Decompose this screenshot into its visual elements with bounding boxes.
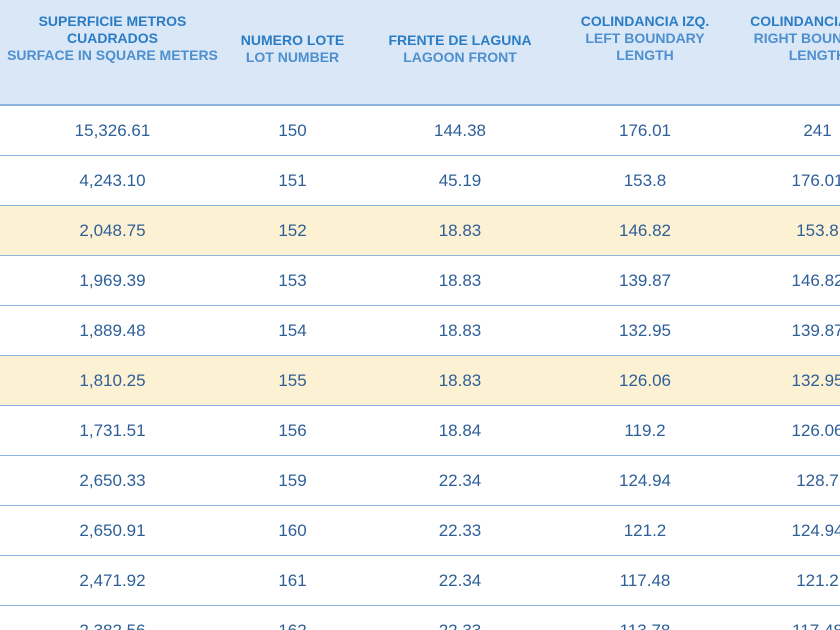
table-cell: 121.2 — [730, 555, 840, 606]
table-cell: 45.19 — [360, 155, 560, 206]
table-cell: 124.94 — [560, 455, 730, 506]
table-row: 1,810.25 155 18.83 126.06 132.95 — [0, 355, 840, 406]
table-cell: 162 — [225, 605, 360, 630]
table-cell: 152 — [225, 205, 360, 256]
column-header: SUPERFICIE METROS CUADRADOS SURFACE IN SQ… — [0, 0, 225, 106]
table-row: 2,382.56 162 22.33 113.78 117.48 — [0, 605, 840, 630]
table-cell: 1,810.25 — [0, 355, 225, 406]
column-title: FRENTE DE LAGUNA — [388, 32, 532, 48]
table-cell: 2,471.92 — [0, 555, 225, 606]
column-title: NUMERO LOTE — [240, 32, 345, 48]
table-cell: 176.01 — [560, 105, 730, 156]
table-cell: 2,650.33 — [0, 455, 225, 506]
table-row: 2,048.75 152 18.83 146.82 153.8 — [0, 205, 840, 256]
table-cell: 139.87 — [560, 255, 730, 306]
table-cell: 154 — [225, 305, 360, 356]
table-cell: 22.33 — [360, 605, 560, 630]
table-cell: 1,969.39 — [0, 255, 225, 306]
table-cell: 117.48 — [730, 605, 840, 630]
table-cell: 132.95 — [560, 305, 730, 356]
column-header: COLINDANCIA IZQ. LEFT BOUNDARY LENGTH — [560, 0, 730, 106]
table-cell: 22.33 — [360, 505, 560, 556]
table-cell: 2,048.75 — [0, 205, 225, 256]
table-cell: 139.87 — [730, 305, 840, 356]
table-cell: 146.82 — [730, 255, 840, 306]
table-cell: 144.38 — [360, 105, 560, 156]
column-subtitle: SURFACE IN SQUARE METERS — [7, 47, 218, 63]
column-subtitle: RIGHT BOUNDARY LENGTH — [753, 30, 840, 63]
column-title: SUPERFICIE METROS CUADRADOS — [38, 13, 187, 46]
table-cell: 156 — [225, 405, 360, 456]
table-cell: 160 — [225, 505, 360, 556]
table-header: SUPERFICIE METROS CUADRADOS SURFACE IN SQ… — [0, 0, 840, 106]
table-cell: 2,382.56 — [0, 605, 225, 630]
column-subtitle: LEFT BOUNDARY LENGTH — [585, 30, 705, 63]
table-cell: 150 — [225, 105, 360, 156]
table-cell: 128.7 — [730, 455, 840, 506]
table-row: 1,731.51 156 18.84 119.2 126.06 — [0, 405, 840, 456]
column-header: COLINDANCIA DER.RIGHT BOUNDARY LENGTH — [730, 0, 840, 106]
table-cell: 155 — [225, 355, 360, 406]
table-body: 15,326.61 150 144.38 176.01 241 4,243.10 151 45… — [0, 105, 840, 630]
column-subtitle: LOT NUMBER — [245, 49, 340, 65]
table-row: 2,471.92 161 22.34 117.48 121.2 — [0, 555, 840, 606]
table-row: 1,889.48 154 18.83 132.95 139.87 — [0, 305, 840, 356]
table-cell: 117.48 — [560, 555, 730, 606]
table-cell: 113.78 — [560, 605, 730, 630]
table-row: 4,243.10 151 45.19 153.8 176.01 — [0, 155, 840, 206]
table-cell: 126.06 — [560, 355, 730, 406]
column-header: NUMERO LOTE LOT NUMBER — [225, 0, 360, 106]
column-header: FRENTE DE LAGUNA LAGOON FRONT — [360, 0, 560, 106]
table-cell: 1,731.51 — [0, 405, 225, 456]
table-cell: 121.2 — [560, 505, 730, 556]
table-cell: 176.01 — [730, 155, 840, 206]
table-row: 15,326.61 150 144.38 176.01 241 — [0, 105, 840, 156]
column-subtitle: LAGOON FRONT — [403, 49, 517, 65]
table-cell: 153.8 — [560, 155, 730, 206]
table-cell: 119.2 — [560, 405, 730, 456]
table-cell: 153.8 — [730, 205, 840, 256]
table-cell: 241 — [730, 105, 840, 156]
table-cell: 4,243.10 — [0, 155, 225, 206]
table-cell: 124.94 — [730, 505, 840, 556]
table-cell: 126.06 — [730, 405, 840, 456]
table-cell: 146.82 — [560, 205, 730, 256]
table-row: 2,650.91 160 22.33 121.2 124.94 — [0, 505, 840, 556]
table-row: 1,969.39 153 18.83 139.87 146.82 — [0, 255, 840, 306]
column-title: COLINDANCIA IZQ. — [580, 13, 710, 29]
table-cell: 161 — [225, 555, 360, 606]
table-cell: 159 — [225, 455, 360, 506]
table-cell: 22.34 — [360, 555, 560, 606]
table-cell: 151 — [225, 155, 360, 206]
table-cell: 132.95 — [730, 355, 840, 406]
table-cell: 2,650.91 — [0, 505, 225, 556]
column-title: COLINDANCIA DER. — [750, 13, 840, 29]
table-row: 2,650.33 159 22.34 124.94 128.7 — [0, 455, 840, 506]
table-cell: 18.83 — [360, 205, 560, 256]
table-cell: 1,889.48 — [0, 305, 225, 356]
table-cell: 18.83 — [360, 255, 560, 306]
table-cell: 153 — [225, 255, 360, 306]
table-cell: 18.83 — [360, 305, 560, 356]
table-cell: 22.34 — [360, 455, 560, 506]
table-cell: 18.83 — [360, 355, 560, 406]
table-cell: 18.84 — [360, 405, 560, 456]
table-cell: 15,326.61 — [0, 105, 225, 156]
